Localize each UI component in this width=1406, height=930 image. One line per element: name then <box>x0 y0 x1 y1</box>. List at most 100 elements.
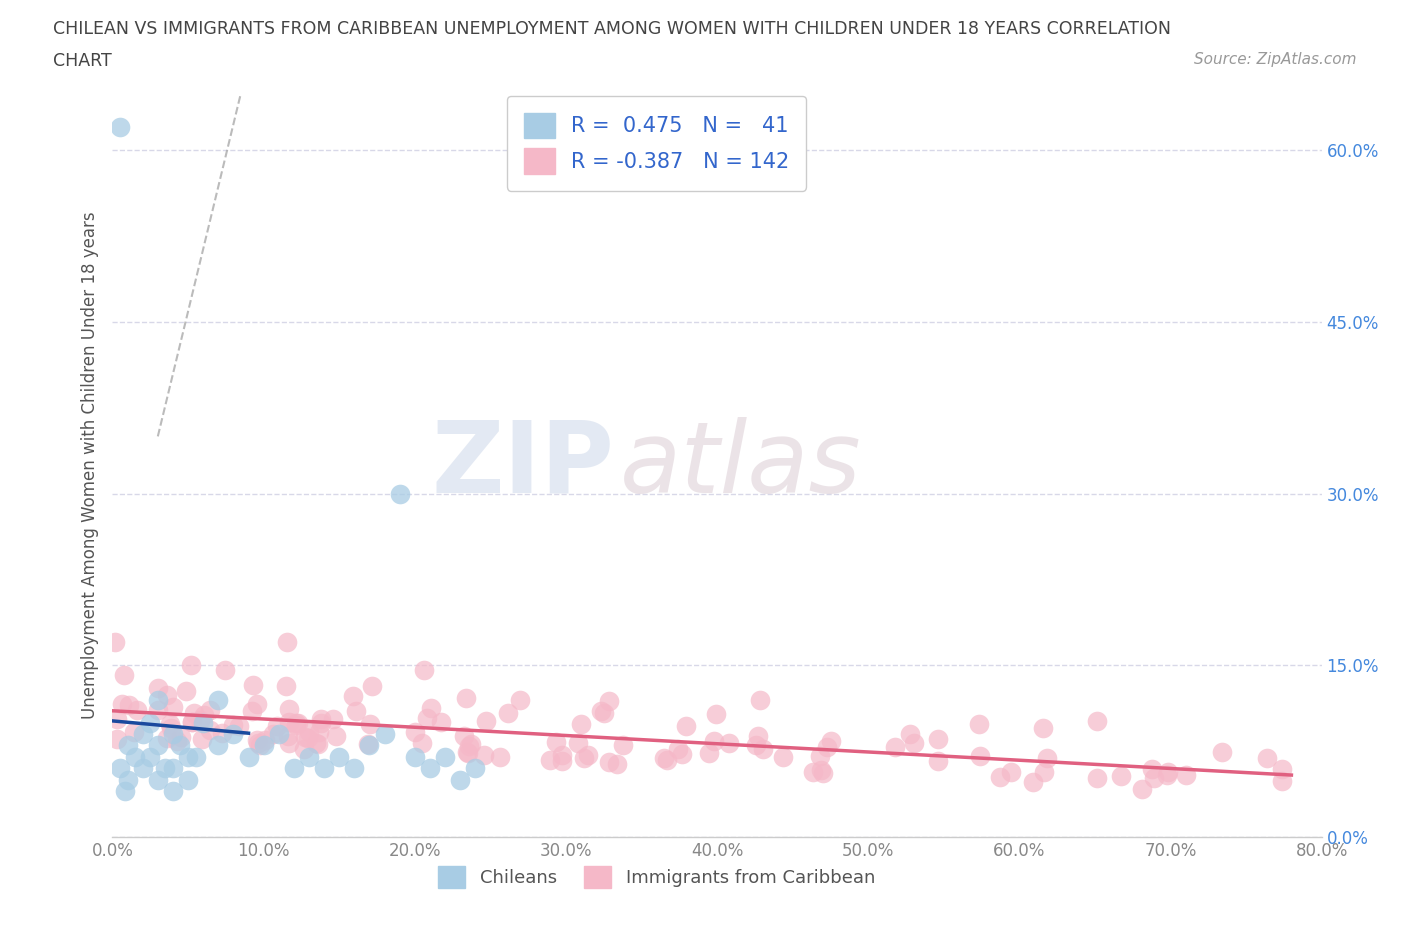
Point <box>305 736 328 751</box>
Point <box>146 681 169 696</box>
Point <box>112 668 135 683</box>
Point <box>322 711 344 726</box>
Point <box>883 739 905 754</box>
Point <box>388 486 411 501</box>
Point <box>159 716 181 731</box>
Point <box>969 749 991 764</box>
Point <box>180 658 202 672</box>
Point <box>576 748 599 763</box>
Point <box>298 750 321 764</box>
Point <box>103 635 125 650</box>
Point <box>146 692 169 707</box>
Point <box>671 747 693 762</box>
Point <box>294 730 316 745</box>
Point <box>820 734 842 749</box>
Point <box>538 753 561 768</box>
Point <box>198 723 221 737</box>
Point <box>1175 767 1198 782</box>
Text: CHILEAN VS IMMIGRANTS FROM CARIBBEAN UNEMPLOYMENT AMONG WOMEN WITH CHILDREN UNDE: CHILEAN VS IMMIGRANTS FROM CARIBBEAN UNE… <box>53 20 1171 38</box>
Point <box>456 745 478 760</box>
Point <box>222 717 245 732</box>
Point <box>772 750 794 764</box>
Legend: Chileans, Immigrants from Caribbean: Chileans, Immigrants from Caribbean <box>432 858 882 895</box>
Point <box>292 741 315 756</box>
Point <box>314 761 336 776</box>
Point <box>266 719 288 734</box>
Point <box>903 736 925 751</box>
Point <box>1085 713 1108 728</box>
Point <box>808 749 831 764</box>
Point <box>488 750 510 764</box>
Point <box>284 715 307 730</box>
Point <box>118 698 141 712</box>
Point <box>207 692 229 707</box>
Point <box>249 737 271 752</box>
Point <box>344 704 367 719</box>
Point <box>1156 768 1178 783</box>
Point <box>253 738 276 753</box>
Point <box>359 717 381 732</box>
Point <box>222 726 245 741</box>
Point <box>361 679 384 694</box>
Point <box>460 737 482 751</box>
Text: atlas: atlas <box>620 417 862 513</box>
Point <box>238 750 260 764</box>
Point <box>174 683 197 698</box>
Point <box>114 784 136 799</box>
Point <box>170 730 193 745</box>
Point <box>166 734 188 749</box>
Point <box>325 728 347 743</box>
Point <box>598 754 620 769</box>
Point <box>697 745 720 760</box>
Point <box>309 711 332 726</box>
Point <box>675 719 697 734</box>
Point <box>162 784 184 799</box>
Point <box>990 769 1012 784</box>
Point <box>242 677 264 692</box>
Point <box>124 750 146 764</box>
Point <box>374 726 396 741</box>
Point <box>404 725 426 740</box>
Point <box>404 750 426 764</box>
Point <box>311 715 333 730</box>
Point <box>191 715 214 730</box>
Point <box>464 761 486 776</box>
Point <box>1211 744 1233 759</box>
Point <box>1022 775 1045 790</box>
Point <box>811 766 834 781</box>
Point <box>612 737 634 752</box>
Point <box>278 714 301 729</box>
Point <box>815 739 838 754</box>
Text: Source: ZipAtlas.com: Source: ZipAtlas.com <box>1194 52 1357 67</box>
Point <box>253 733 276 748</box>
Point <box>1085 771 1108 786</box>
Point <box>278 701 301 716</box>
Point <box>496 706 519 721</box>
Point <box>1256 751 1278 765</box>
Point <box>458 738 481 753</box>
Point <box>277 728 299 743</box>
Point <box>160 720 183 735</box>
Point <box>666 742 689 757</box>
Point <box>551 748 574 763</box>
Point <box>592 706 614 721</box>
Point <box>155 761 177 776</box>
Point <box>718 736 741 751</box>
Point <box>132 761 155 776</box>
Point <box>1130 782 1153 797</box>
Point <box>967 717 990 732</box>
Text: CHART: CHART <box>53 52 112 70</box>
Point <box>214 662 236 677</box>
Point <box>122 725 145 740</box>
Point <box>191 731 214 746</box>
Point <box>704 707 727 722</box>
Point <box>342 688 364 703</box>
Point <box>162 761 184 776</box>
Point <box>927 753 949 768</box>
Point <box>277 736 299 751</box>
Point <box>475 713 498 728</box>
Point <box>745 737 768 752</box>
Point <box>283 761 305 776</box>
Point <box>198 703 221 718</box>
Point <box>108 761 131 776</box>
